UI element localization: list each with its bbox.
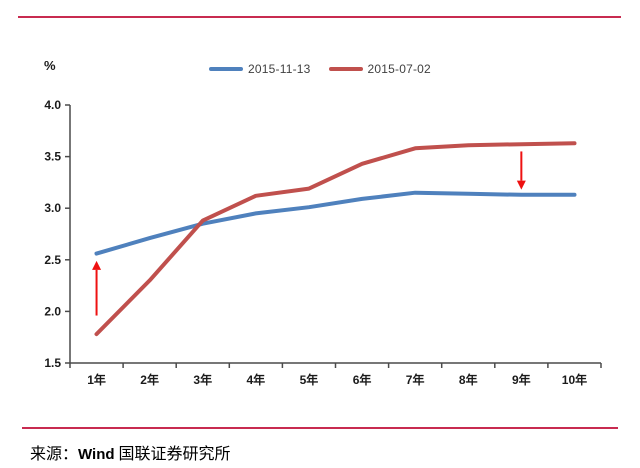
chart-legend: 2015-11-13 2015-07-02	[0, 62, 640, 76]
y-tick-label: 2.5	[44, 253, 61, 267]
x-tick-label: 7年	[406, 372, 425, 387]
legend-line-swatch-blue-icon	[209, 67, 244, 71]
y-tick-label: 1.5	[44, 356, 61, 370]
x-tick-label: 6年	[353, 372, 372, 387]
x-tick-label: 3年	[193, 372, 212, 387]
source-prefix: 来源：	[30, 446, 79, 463]
source-vendor: Wind	[78, 446, 115, 463]
series-line-2015-11-13	[94, 190, 577, 256]
x-tick-label: 10年	[562, 372, 587, 387]
legend-label: 2015-07-02	[367, 62, 431, 76]
y-tick-label: 4.0	[44, 98, 61, 112]
y-tick-label: 2.0	[44, 304, 61, 318]
x-tick-label: 4年	[247, 372, 266, 387]
x-tick-label: 5年	[300, 372, 319, 387]
legend-line-swatch-red-icon	[328, 67, 363, 71]
series-line-2015-07-02	[94, 141, 577, 337]
legend-item-2015-11-13: 2015-11-13	[209, 62, 311, 76]
source-attribution: 来源：Wind 国联证券研究所	[30, 440, 231, 464]
arrow-up-icon	[92, 260, 102, 270]
x-tick-label: 1年	[87, 372, 106, 387]
y-tick-label: 3.5	[44, 150, 61, 164]
source-org: 国联证券研究所	[114, 446, 231, 463]
x-tick-label: 8年	[459, 372, 478, 387]
legend-item-2015-07-02: 2015-07-02	[328, 62, 431, 76]
y-tick-label: 3.0	[44, 201, 61, 215]
x-tick-label: 9年	[512, 372, 531, 387]
bottom-accent-rule	[22, 427, 618, 429]
top-accent-rule	[18, 16, 621, 18]
x-tick-label: 2年	[140, 372, 159, 387]
arrow-down-icon	[516, 180, 526, 190]
legend-label: 2015-11-13	[248, 62, 311, 76]
y-axis-unit-label: %	[44, 58, 56, 73]
